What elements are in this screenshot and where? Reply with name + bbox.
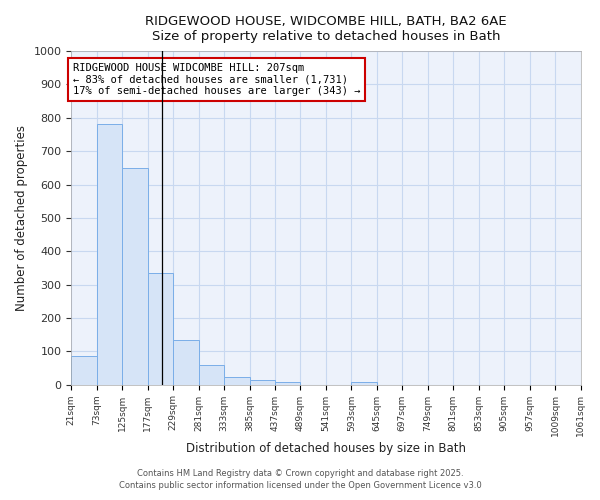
Bar: [71, 356, 97, 384]
X-axis label: Distribution of detached houses by size in Bath: Distribution of detached houses by size …: [186, 442, 466, 455]
Bar: [199, 364, 224, 384]
Bar: [275, 382, 301, 384]
Text: RIDGEWOOD HOUSE WIDCOMBE HILL: 207sqm
← 83% of detached houses are smaller (1,73: RIDGEWOOD HOUSE WIDCOMBE HILL: 207sqm ← …: [73, 63, 360, 96]
Bar: [122, 168, 148, 384]
Bar: [97, 124, 122, 384]
Text: Contains HM Land Registry data © Crown copyright and database right 2025.
Contai: Contains HM Land Registry data © Crown c…: [119, 468, 481, 490]
Y-axis label: Number of detached properties: Number of detached properties: [15, 125, 28, 311]
Bar: [148, 273, 173, 384]
Bar: [250, 380, 275, 384]
Title: RIDGEWOOD HOUSE, WIDCOMBE HILL, BATH, BA2 6AE
Size of property relative to detac: RIDGEWOOD HOUSE, WIDCOMBE HILL, BATH, BA…: [145, 15, 507, 43]
Bar: [173, 340, 199, 384]
Bar: [224, 378, 250, 384]
Bar: [352, 382, 377, 384]
